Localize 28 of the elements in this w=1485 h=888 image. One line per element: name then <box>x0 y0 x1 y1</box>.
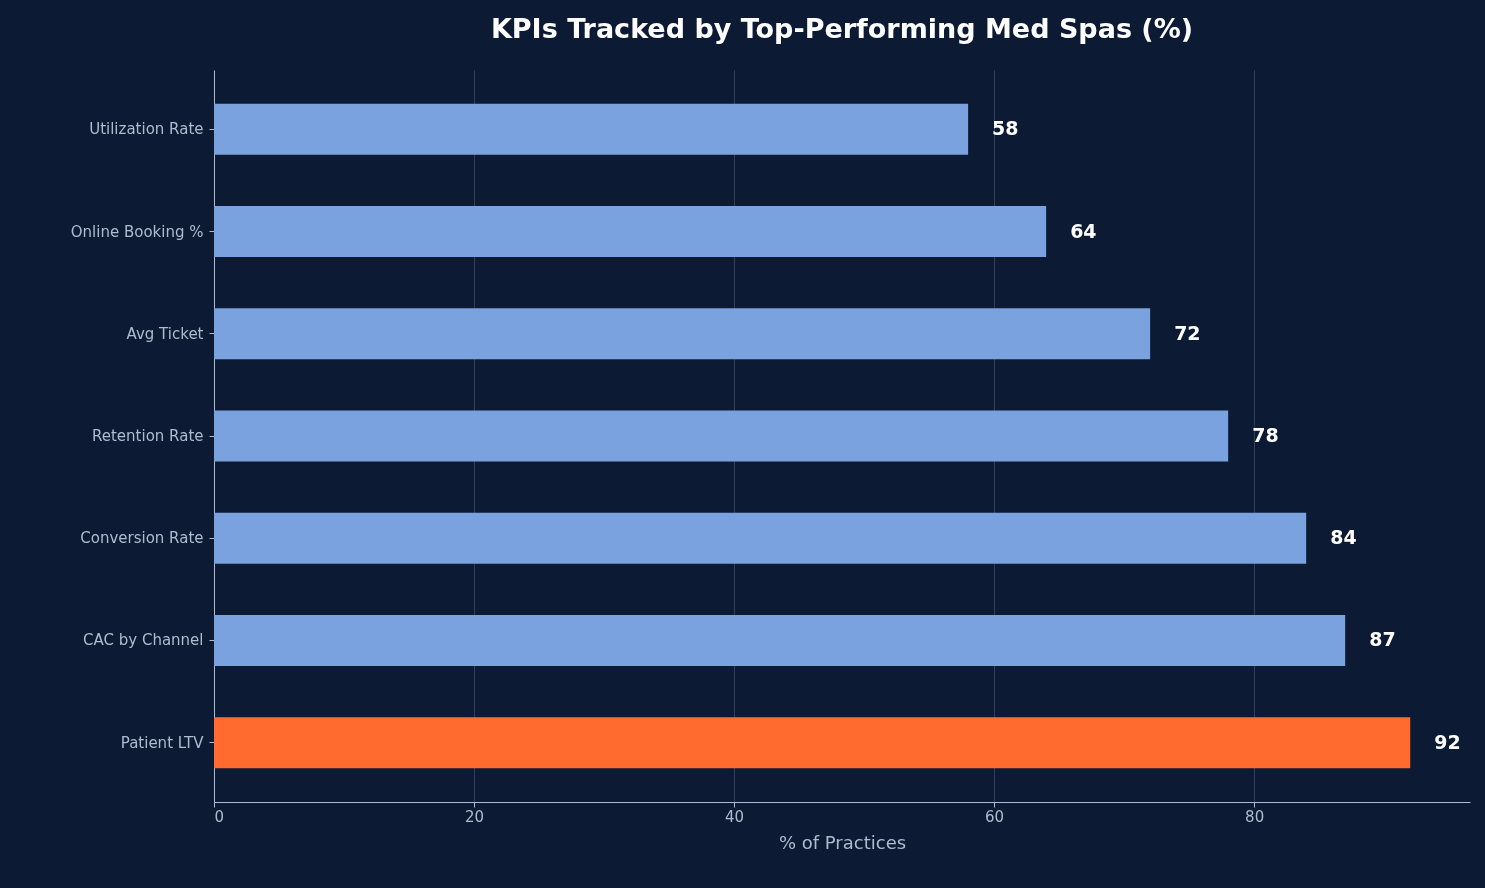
x-tick-label: 80 <box>1245 807 1265 826</box>
x-tick-label: 40 <box>725 807 745 826</box>
bar <box>214 614 1346 667</box>
y-tick-label: Utilization Rate <box>89 120 204 139</box>
y-tick-label: Avg Ticket <box>126 324 204 343</box>
data-label: 64 <box>1070 219 1097 242</box>
y-tick-label: Retention Rate <box>92 427 204 445</box>
x-tick-label: 0 <box>214 807 225 826</box>
bar <box>214 717 1411 769</box>
y-tick-label: CAC by Channel <box>83 631 204 650</box>
x-axis-title: % of Practices <box>778 831 907 853</box>
data-label: 72 <box>1174 321 1201 344</box>
bar <box>214 410 1229 462</box>
data-label: 87 <box>1369 628 1396 651</box>
bar <box>214 512 1307 564</box>
y-tick-label: Patient LTV <box>120 733 205 752</box>
data-label: 78 <box>1252 424 1279 446</box>
y-tick-label: Online Booking % <box>70 222 204 241</box>
data-label: 92 <box>1434 730 1461 753</box>
y-tick-label: Conversion Rate <box>80 529 204 548</box>
x-tick-label: 20 <box>464 807 485 826</box>
chart-title: KPIs Tracked by Top-Performing Med Spas (%) <box>490 13 1194 44</box>
x-tick-label: 60 <box>985 807 1005 826</box>
bar <box>214 103 969 155</box>
data-label: 84 <box>1330 526 1357 549</box>
bar <box>214 205 1047 258</box>
data-label: 58 <box>992 117 1019 140</box>
bar <box>214 308 1151 360</box>
